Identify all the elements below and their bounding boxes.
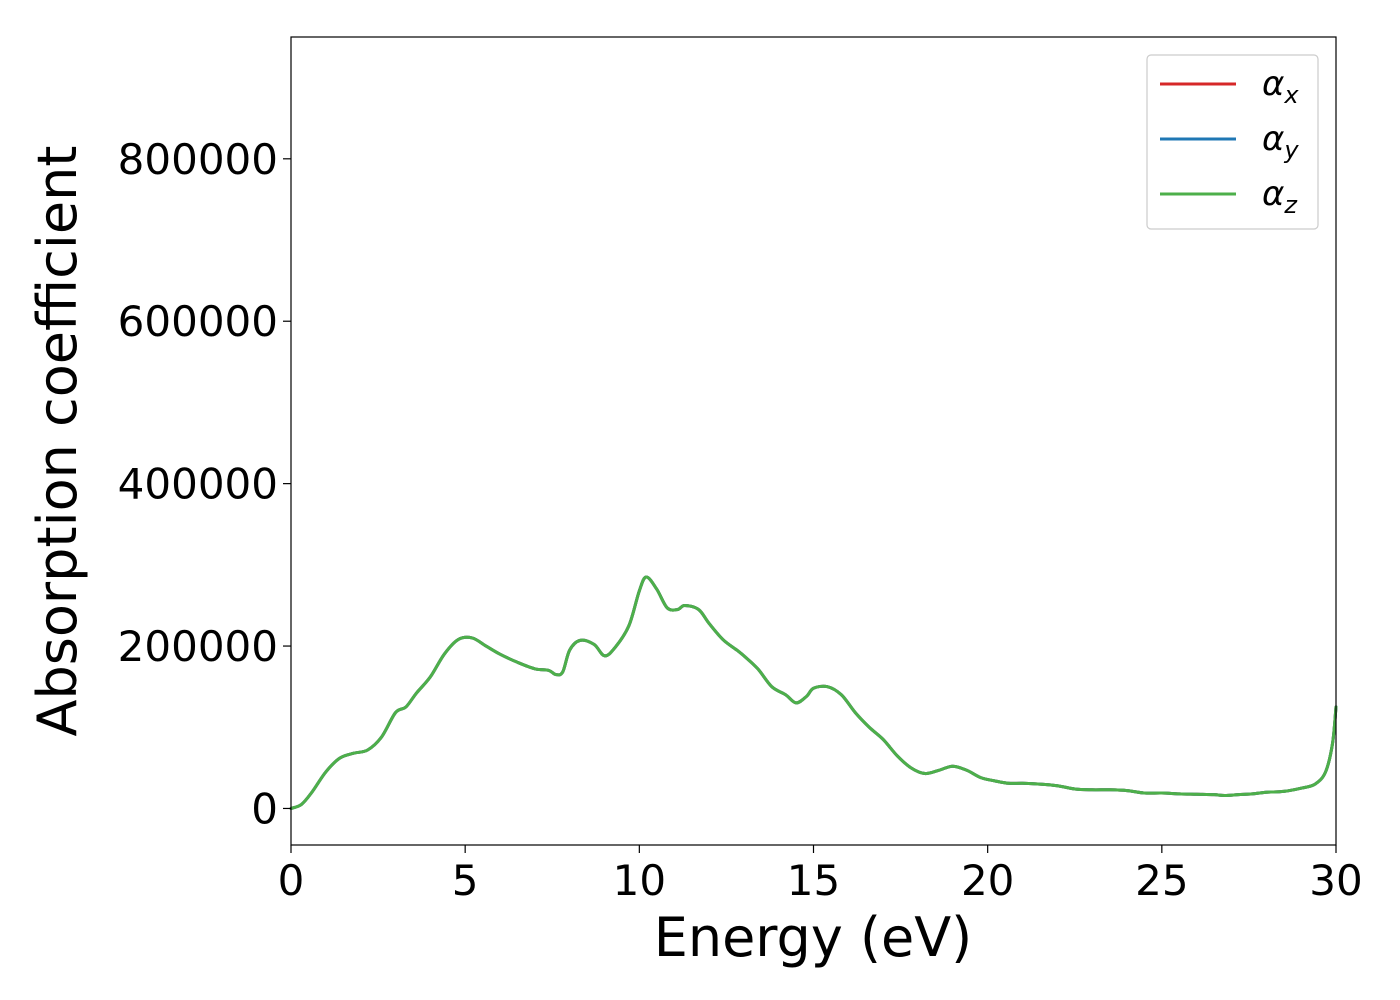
x-tick-label: 0 <box>278 856 305 905</box>
legend-label-alpha-y: αy <box>1262 119 1299 164</box>
series-line-alpha-z <box>289 575 1338 810</box>
plot-frame <box>290 36 1337 846</box>
legend-box <box>1146 54 1319 230</box>
y-tick-label: 400000 <box>118 460 278 509</box>
x-tick-label: 20 <box>961 856 1014 905</box>
legend-label-alpha-x: αx <box>1262 64 1299 109</box>
y-axis-label: Absorption coefficient <box>26 146 89 737</box>
x-tick-label: 25 <box>1135 856 1188 905</box>
x-tick-label: 5 <box>452 856 479 905</box>
y-tick-label: 200000 <box>118 622 278 671</box>
y-tick-label: 0 <box>251 784 278 833</box>
legend: αx αy αz <box>1146 54 1319 230</box>
tick-layer: 0 5 10 15 20 25 30 0 200000 400000 600000 800000 <box>118 135 1363 905</box>
y-tick-label: 600000 <box>118 297 278 346</box>
y-tick-label: 800000 <box>118 135 278 184</box>
x-axis-label: Energy (eV) <box>654 906 973 969</box>
series-layer <box>289 575 1338 810</box>
x-tick-label: 10 <box>613 856 666 905</box>
legend-label-alpha-z: αz <box>1262 174 1298 219</box>
x-tick-label: 15 <box>787 856 840 905</box>
x-tick-label: 30 <box>1309 856 1362 905</box>
